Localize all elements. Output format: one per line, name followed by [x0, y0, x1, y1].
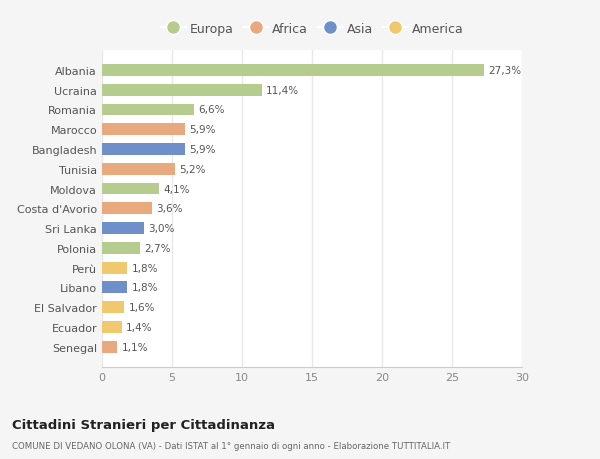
Text: 3,0%: 3,0% — [148, 224, 175, 234]
Bar — [102, 203, 152, 215]
Bar — [102, 282, 127, 294]
Text: 1,4%: 1,4% — [126, 322, 152, 332]
Bar — [102, 65, 484, 77]
Text: 4,1%: 4,1% — [164, 184, 190, 194]
Text: COMUNE DI VEDANO OLONA (VA) - Dati ISTAT al 1° gennaio di ogni anno - Elaborazio: COMUNE DI VEDANO OLONA (VA) - Dati ISTAT… — [12, 441, 450, 450]
Legend: Europa, Africa, Asia, America: Europa, Africa, Asia, America — [157, 19, 467, 39]
Bar — [102, 183, 160, 195]
Bar — [102, 302, 124, 313]
Text: 11,4%: 11,4% — [266, 85, 299, 95]
Text: 5,9%: 5,9% — [189, 145, 215, 155]
Text: 1,6%: 1,6% — [128, 302, 155, 313]
Bar — [102, 144, 185, 156]
Bar — [102, 104, 194, 116]
Bar — [102, 262, 127, 274]
Text: 6,6%: 6,6% — [199, 105, 225, 115]
Text: 2,7%: 2,7% — [144, 243, 170, 253]
Bar — [102, 223, 144, 235]
Text: Cittadini Stranieri per Cittadinanza: Cittadini Stranieri per Cittadinanza — [12, 418, 275, 431]
Text: 1,1%: 1,1% — [122, 342, 148, 352]
Text: 27,3%: 27,3% — [488, 66, 521, 76]
Text: 1,8%: 1,8% — [131, 283, 158, 293]
Bar — [102, 163, 175, 175]
Bar — [102, 341, 118, 353]
Bar — [102, 242, 140, 254]
Bar — [102, 124, 185, 136]
Text: 1,8%: 1,8% — [131, 263, 158, 273]
Bar — [102, 321, 122, 333]
Text: 5,9%: 5,9% — [189, 125, 215, 135]
Text: 3,6%: 3,6% — [157, 204, 183, 214]
Bar — [102, 84, 262, 96]
Text: 5,2%: 5,2% — [179, 164, 205, 174]
